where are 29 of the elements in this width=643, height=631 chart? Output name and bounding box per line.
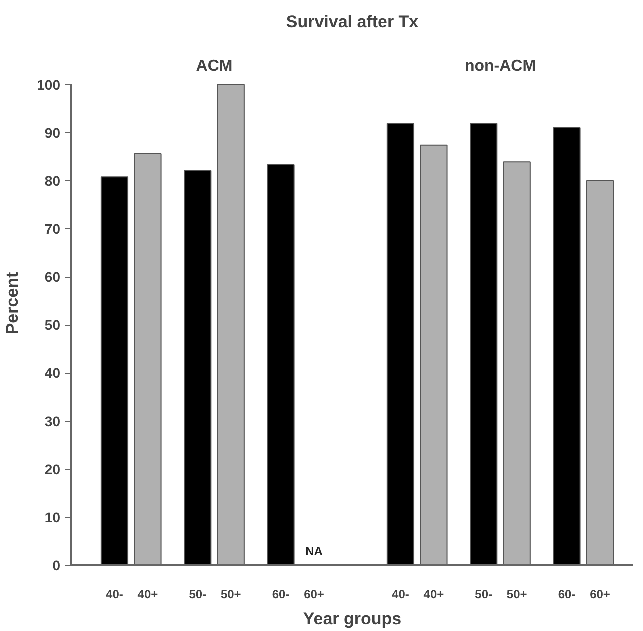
y-tick-label: 0: [52, 558, 61, 574]
text: NA: [306, 544, 323, 558]
x-tick-label: 50+: [506, 588, 528, 602]
x-axis-title: Year groups: [303, 610, 402, 628]
x-tick-label: 50+: [220, 588, 242, 602]
y-tick-label: 40: [44, 365, 61, 382]
x-tick-label: 40+: [424, 588, 444, 602]
y-tick-label: 30: [44, 413, 61, 430]
x-tick-label: 40-: [106, 588, 124, 602]
x-tick-label: 60-: [558, 588, 576, 602]
y-tick-label: 90: [44, 124, 61, 141]
x-tick-label: 60-: [272, 588, 290, 602]
x-tick-label: 50-: [475, 588, 493, 602]
y-tick-label: 80: [44, 172, 61, 189]
x-tick-label: 50-: [189, 588, 207, 602]
y-tick-label: 20: [44, 461, 61, 478]
chart-title: Survival after Tx: [286, 12, 420, 32]
y-tick-label: 50: [44, 317, 61, 334]
y-tick-label: 10: [44, 509, 61, 526]
x-tick-label: 40+: [138, 588, 158, 602]
y-axis-title: Percent: [3, 272, 22, 335]
text: ACM: [196, 58, 233, 75]
y-tick-label: 70: [44, 220, 61, 237]
x-tick-label: 60+: [590, 588, 610, 602]
y-tick-label: 100: [37, 76, 61, 93]
text: non-ACM: [464, 58, 536, 75]
y-tick-label: 60: [44, 269, 61, 286]
x-tick-label: 40-: [392, 588, 410, 602]
x-tick-label: 60+: [304, 588, 324, 602]
